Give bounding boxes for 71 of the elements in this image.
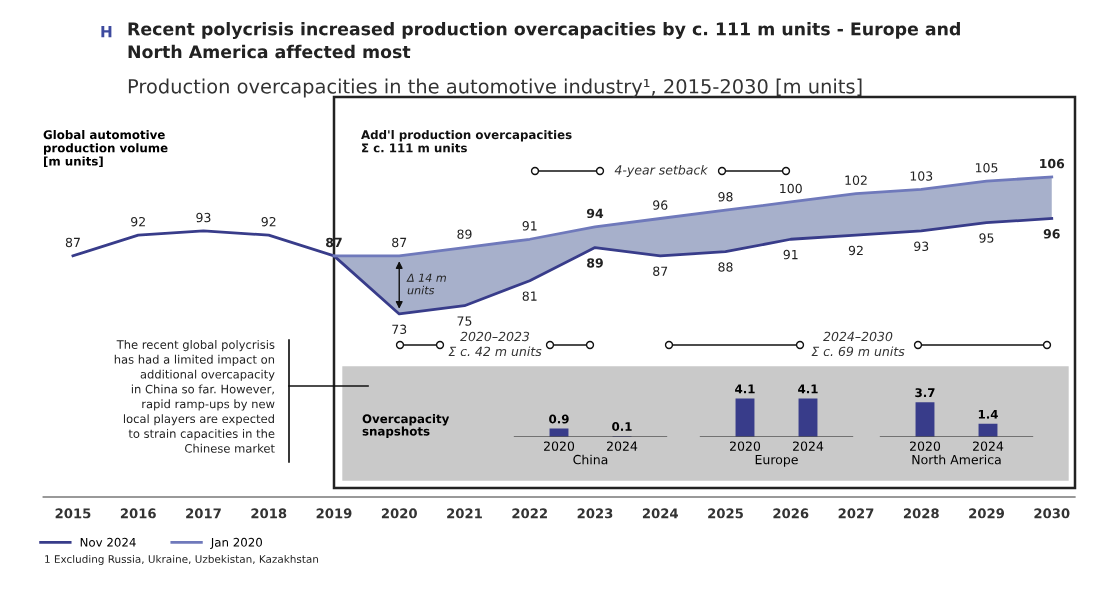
- y-axis-title: Global automotive production volume [m units]: [43, 130, 168, 167]
- x-tick-label: 2022: [512, 508, 547, 519]
- data-label: 1.4: [978, 409, 998, 419]
- text: H: [101, 26, 112, 38]
- text: 1 Excluding Russia, Ukraine, Uzbekistan, Kazakhstan: [45, 554, 319, 566]
- data-label: 103: [910, 171, 933, 181]
- x-tick-label: 2030: [1034, 508, 1070, 519]
- x-tick-label: 2020: [730, 441, 761, 451]
- x-tick-label: 2019: [316, 508, 352, 519]
- x-tick-label: 2024: [973, 441, 1004, 451]
- data-label: 91: [783, 249, 798, 260]
- x-tick-label: 2020: [381, 508, 417, 519]
- x-tick-label: 2024: [607, 441, 638, 451]
- data-label: 96: [1043, 229, 1060, 239]
- data-label: 89: [457, 229, 472, 239]
- text: 2020–2023 Σ c. 42 m units: [448, 331, 542, 357]
- x-tick-label: 2027: [838, 508, 874, 519]
- data-label: 106: [1040, 158, 1065, 169]
- data-label: 92: [848, 245, 863, 256]
- data-label: 92: [261, 216, 276, 227]
- text: 2024–2030 Σ c. 69 m units: [811, 331, 905, 357]
- x-tick-label: 2026: [773, 508, 809, 519]
- data-label: 88: [718, 262, 733, 272]
- data-label: 81: [522, 291, 537, 301]
- chart-subtitle: Production overcapacities in the automotive industry¹, 2015-2030 [m units]: [128, 78, 862, 98]
- data-label: 92: [131, 216, 145, 227]
- annotation: 4-year setback: [614, 164, 708, 178]
- data-label: 73: [392, 324, 407, 335]
- data-label: 3.7: [915, 388, 935, 398]
- legend-label: Nov 2024: [80, 537, 136, 547]
- x-tick-label: 2024: [793, 441, 824, 451]
- x-tick-label: 2024: [642, 508, 678, 519]
- data-label: 93: [196, 212, 211, 223]
- data-label: 4.1: [735, 384, 755, 394]
- x-tick-label: 2028: [903, 508, 939, 519]
- data-label: 98: [718, 192, 733, 202]
- x-tick-label: 2021: [447, 508, 482, 519]
- x-tick-label: 2025: [708, 508, 743, 519]
- legend-label: Jan 2020: [210, 537, 263, 549]
- x-tick-label: 2020: [544, 441, 575, 451]
- x-axis-title: Europe: [755, 455, 798, 467]
- data-label: 0.9: [549, 414, 569, 424]
- x-tick-label: 2018: [251, 508, 287, 519]
- annotation: Δ 14 m units: [406, 273, 446, 295]
- data-label: 4.1: [798, 384, 818, 394]
- data-label: 105: [975, 162, 998, 173]
- chart-title: Recent polycrisis increased production overcapacities by c. 111 m units - Europe and North America affected most: [128, 22, 960, 59]
- data-label: 0.1: [612, 422, 632, 431]
- data-label: 95: [979, 233, 994, 243]
- x-tick-label: 2020: [910, 441, 941, 451]
- x-tick-label: 2016: [120, 508, 156, 519]
- x-tick-label: 2015: [55, 508, 91, 519]
- text: Overcapacity snapshots: [362, 414, 450, 438]
- x-axis-title: China: [573, 454, 608, 465]
- data-label: 89: [587, 258, 603, 268]
- data-label: 87: [392, 237, 407, 248]
- data-label: 87: [653, 266, 668, 276]
- data-label: 96: [653, 200, 668, 210]
- data-label: 93: [914, 241, 929, 252]
- x-axis-title: North America: [912, 454, 1001, 465]
- data-label: 87: [65, 237, 80, 248]
- x-tick-label: 2029: [969, 508, 1005, 519]
- data-label: 94: [586, 208, 604, 219]
- text: The recent global polycrisis has had a limited impact on additional overcapacity in China so far. However, rapid ramp-ups by new local players are expected to strain capacities in the Chinese market: [114, 340, 275, 453]
- x-tick-label: 2023: [577, 508, 613, 519]
- text: Add'l production overcapacities Σ c. 111 m units: [361, 130, 572, 153]
- data-label: 91: [522, 221, 537, 231]
- data-label: 100: [780, 183, 802, 194]
- data-label: 102: [845, 175, 867, 185]
- data-label: 75: [457, 316, 472, 326]
- x-tick-label: 2017: [186, 508, 221, 519]
